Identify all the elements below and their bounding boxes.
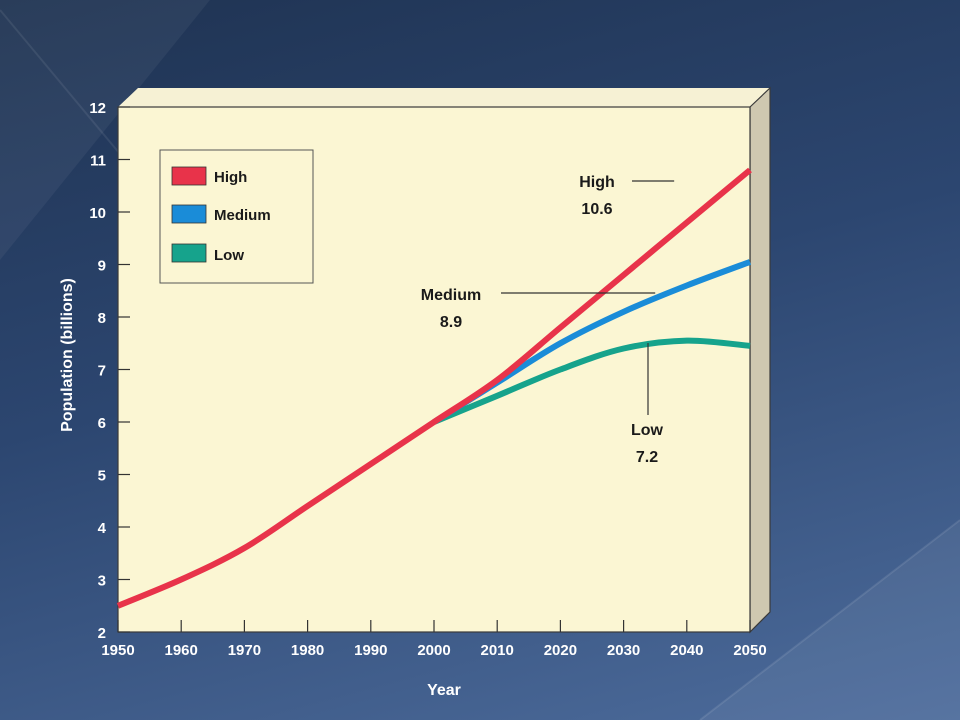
y-tick-label: 3 xyxy=(98,573,106,590)
annotation-value-medium: 8.9 xyxy=(440,314,462,331)
annotation-value-high: 10.6 xyxy=(581,201,612,218)
y-tick-label: 5 xyxy=(98,468,106,485)
x-tick-label: 2020 xyxy=(544,642,577,659)
x-tick-label: 1960 xyxy=(165,642,198,659)
x-tick-label: 2030 xyxy=(607,642,640,659)
legend-swatch-medium xyxy=(171,204,207,224)
series-layer xyxy=(116,167,752,609)
x-axis-title: Year xyxy=(427,682,461,699)
annotation-value-low: 7.2 xyxy=(636,449,658,466)
x-tick-label: 1950 xyxy=(101,642,134,659)
x-tick-label: 2010 xyxy=(481,642,514,659)
x-axis: 1950 1960 1970 1980 1990 2000 2010 2020 2030 2040… xyxy=(101,620,767,659)
legend-swatch-low xyxy=(171,243,207,263)
y-tick-label: 2 xyxy=(98,625,106,642)
annotation-label-high: High xyxy=(579,174,615,191)
x-tick-label: 1970 xyxy=(228,642,261,659)
y-tick-label: 10 xyxy=(89,205,106,222)
annotations: High 10.6 Medium 8.9 Low 7.2 xyxy=(421,174,675,466)
y-tick-label: 6 xyxy=(98,415,106,432)
x-tick-label: 2040 xyxy=(670,642,703,659)
y-tick-label: 7 xyxy=(98,363,106,380)
y-tick-label: 12 xyxy=(89,100,106,117)
annotation-label-medium: Medium xyxy=(421,287,481,304)
legend: High Medium Low xyxy=(159,149,314,284)
series-line-low xyxy=(432,337,751,425)
series-line-high xyxy=(116,167,752,609)
y-tick-label: 11 xyxy=(90,153,106,170)
x-tick-label: 1990 xyxy=(354,642,387,659)
legend-label-low: Low xyxy=(214,247,244,264)
y-axis-title: Population (billions) xyxy=(59,278,76,432)
x-tick-label: 1980 xyxy=(291,642,324,659)
x-tick-label: 2000 xyxy=(417,642,450,659)
y-axis: 2 3 4 5 6 7 8 9 10 11 12 xyxy=(89,100,130,642)
annotation-label-low: Low xyxy=(631,422,664,439)
legend-label-high: High xyxy=(214,169,247,186)
y-tick-label: 8 xyxy=(98,310,106,327)
plot-top-face xyxy=(118,88,770,107)
y-tick-label: 9 xyxy=(98,258,106,275)
x-tick-label: 2050 xyxy=(733,642,766,659)
legend-label-medium: Medium xyxy=(214,207,271,224)
legend-swatch-high xyxy=(171,166,207,186)
plot-side-face xyxy=(749,86,771,634)
y-tick-label: 4 xyxy=(98,520,107,537)
